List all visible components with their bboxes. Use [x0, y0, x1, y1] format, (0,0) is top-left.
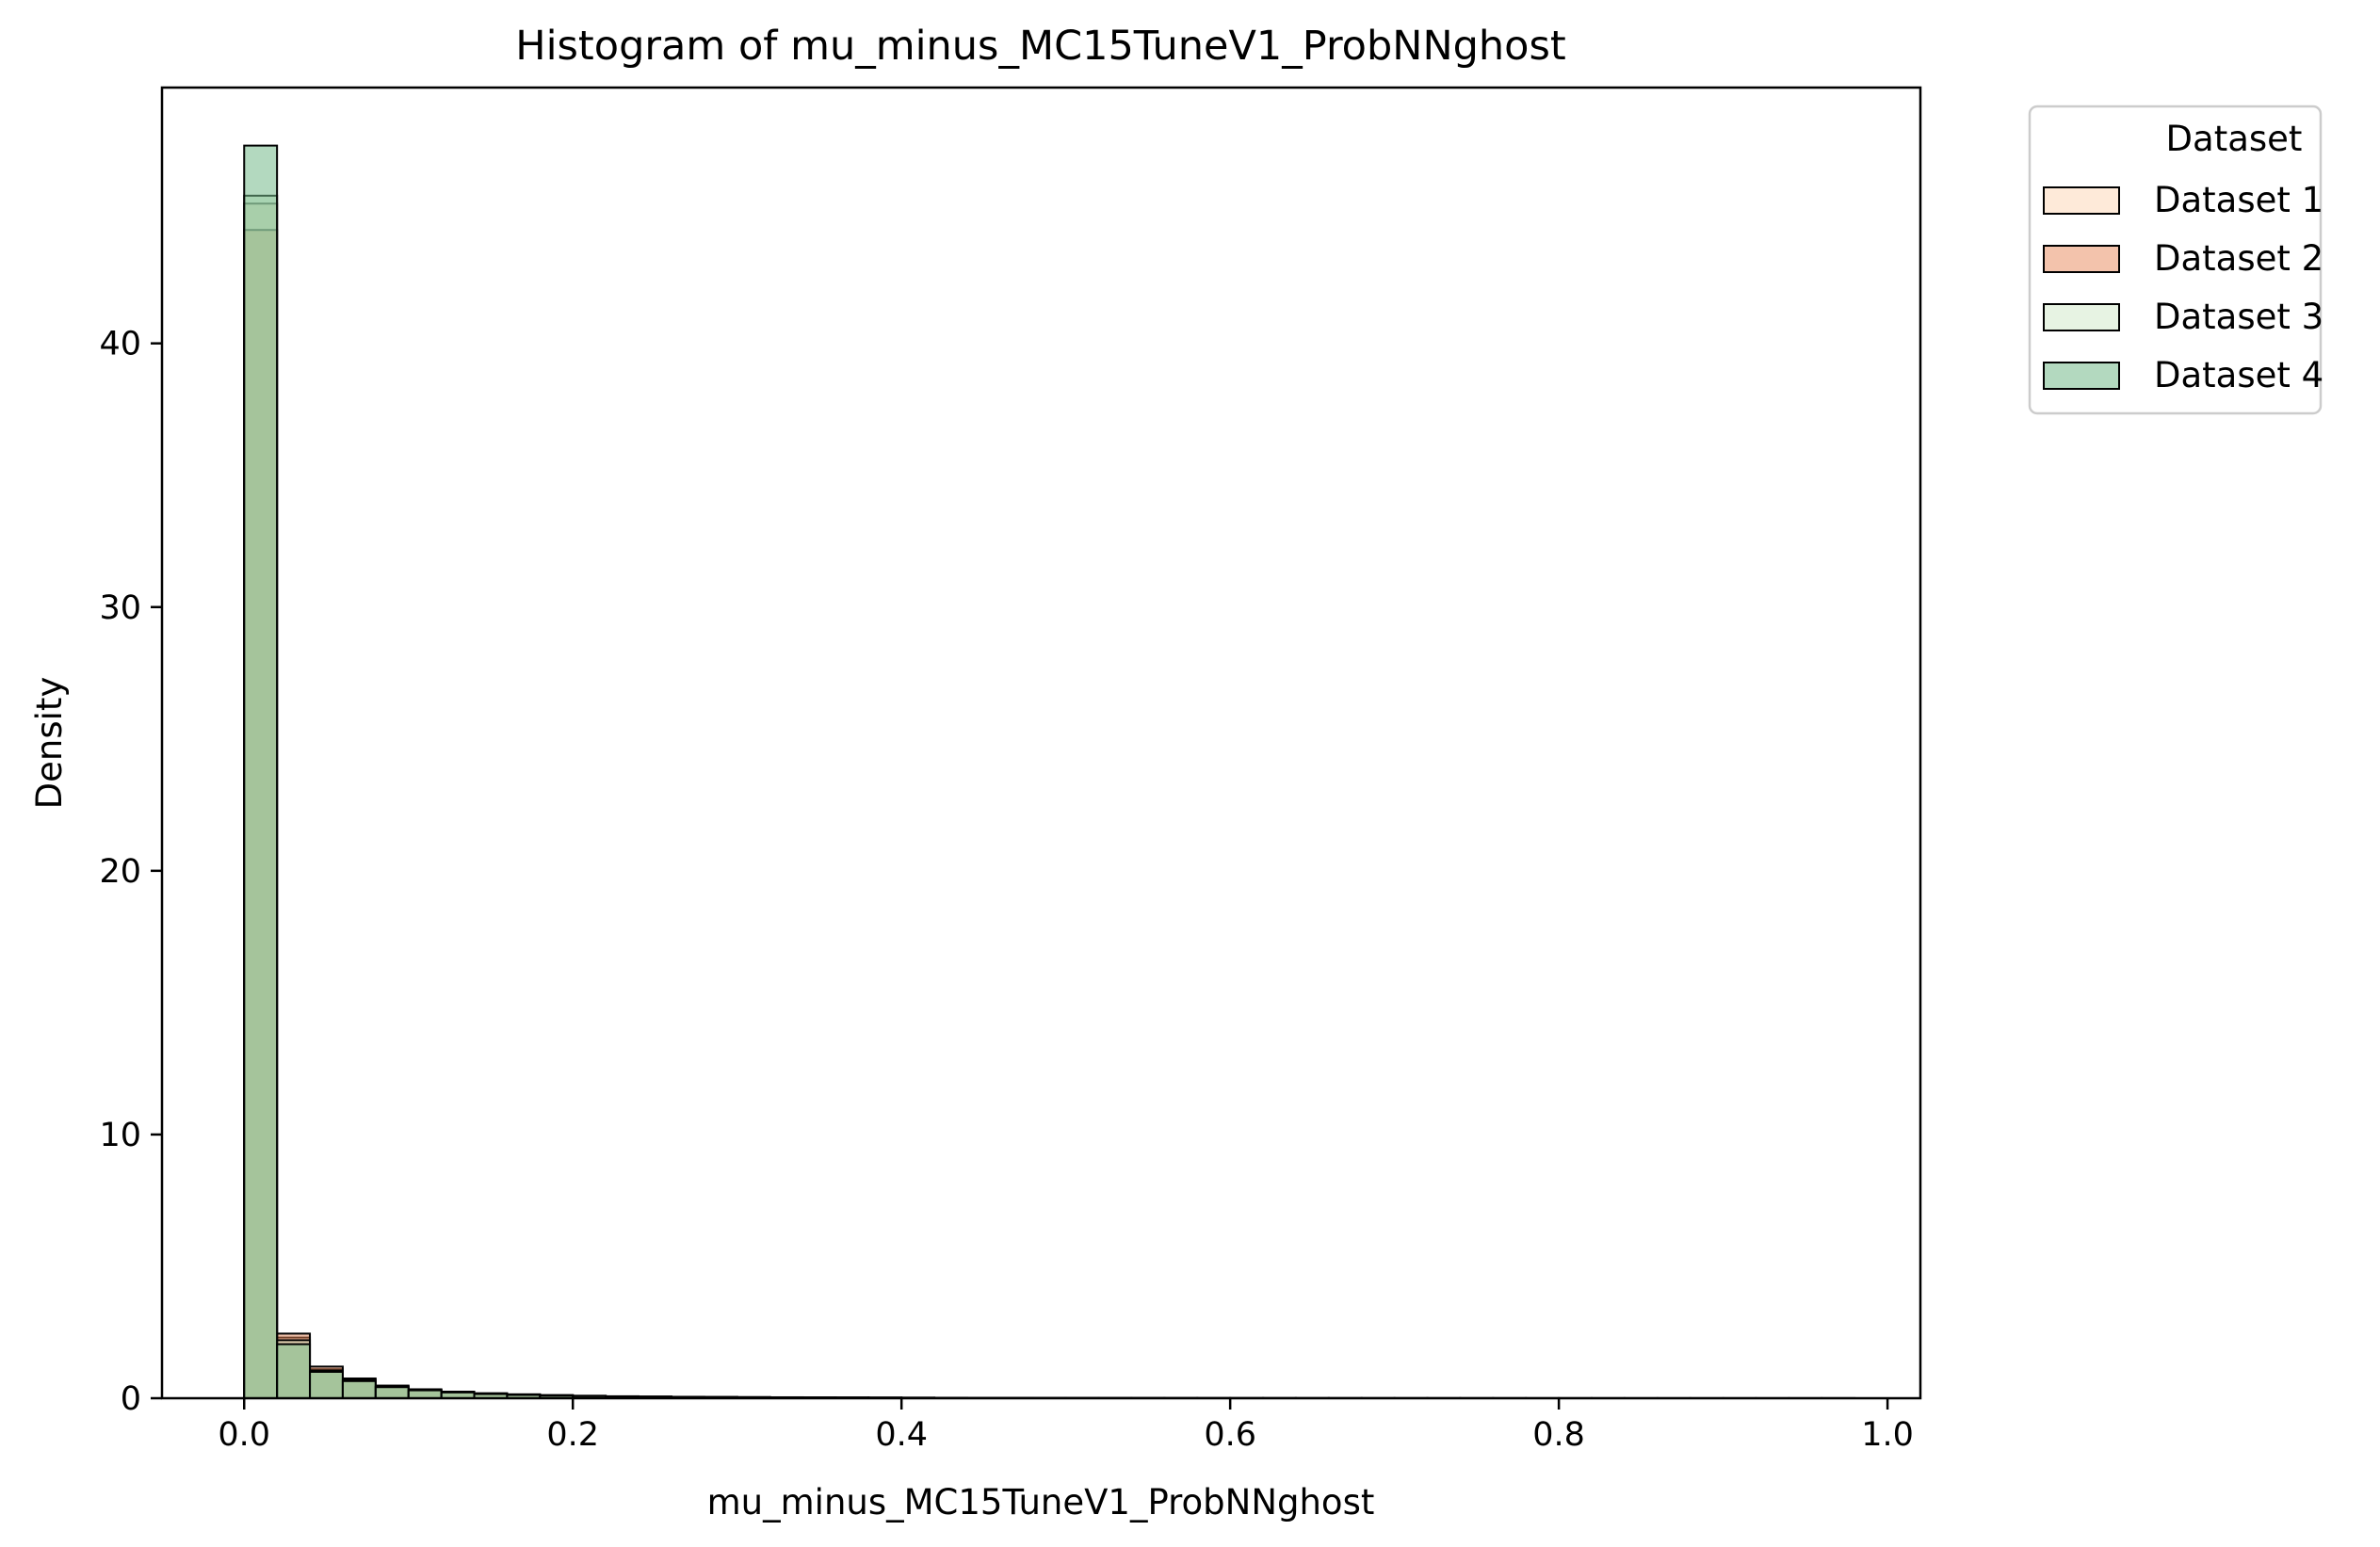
- bar: [343, 1381, 376, 1398]
- y-tick-label: 0: [121, 1380, 141, 1418]
- x-tick-label: 0.0: [218, 1416, 270, 1454]
- legend-label: Dataset 1: [2154, 180, 2323, 220]
- legend: Dataset Dataset 1 Dataset 2 Dataset 3 Datas…: [2030, 106, 2323, 413]
- bar: [310, 1372, 343, 1398]
- x-tick-label: 0.4: [875, 1416, 928, 1454]
- y-axis: 0 10 20 30 40: [99, 326, 162, 1418]
- legend-swatch: [2044, 246, 2119, 272]
- bar: [277, 1345, 310, 1398]
- y-tick-label: 30: [99, 589, 141, 627]
- x-tick-label: 1.0: [1861, 1416, 1914, 1454]
- legend-swatch: [2044, 363, 2119, 389]
- x-axis: 0.0 0.2 0.4 0.6 0.8 1.0: [218, 1398, 1914, 1454]
- series-4: [244, 146, 1854, 1398]
- series-2: [244, 230, 1854, 1398]
- legend-label: Dataset 4: [2154, 355, 2323, 395]
- x-tick-label: 0.6: [1204, 1416, 1256, 1454]
- legend-title: Dataset: [2166, 119, 2303, 159]
- bar: [244, 146, 277, 1398]
- legend-label: Dataset 3: [2154, 297, 2323, 337]
- legend-swatch: [2044, 304, 2119, 330]
- bar: [409, 1391, 442, 1398]
- plot-frame: [162, 88, 1920, 1398]
- legend-swatch: [2044, 187, 2119, 214]
- bars-layer: [244, 146, 1854, 1398]
- x-tick-label: 0.2: [546, 1416, 599, 1454]
- x-axis-label: mu_minus_MC15TuneV1_ProbNNghost: [707, 1482, 1375, 1523]
- x-tick-label: 0.8: [1532, 1416, 1585, 1454]
- y-tick-label: 10: [99, 1117, 141, 1154]
- y-tick-label: 20: [99, 853, 141, 891]
- series-3: [244, 196, 1854, 1398]
- legend-label: Dataset 2: [2154, 238, 2323, 279]
- chart-title: Histogram of mu_minus_MC15TuneV1_ProbNNg…: [515, 23, 1566, 70]
- bar: [376, 1387, 409, 1398]
- y-tick-label: 40: [99, 326, 141, 363]
- y-axis-label: Density: [29, 677, 70, 810]
- series-1: [244, 203, 1854, 1398]
